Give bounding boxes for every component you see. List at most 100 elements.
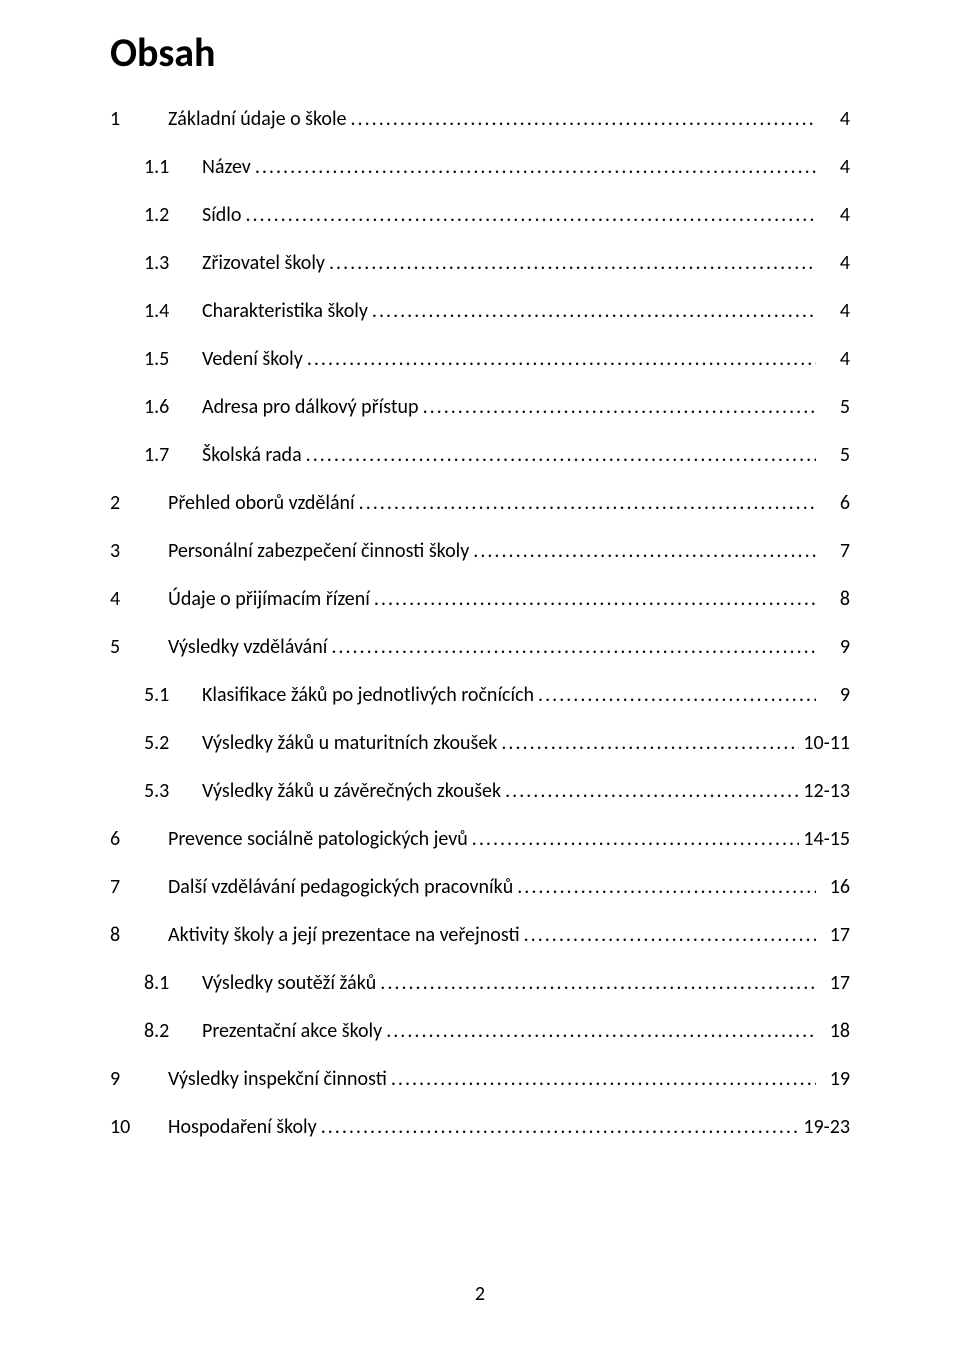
toc-leader-dots [501, 731, 799, 755]
toc-entry-page: 9 [820, 635, 850, 659]
toc-entry-label: Údaje o přijímacím řízení [168, 587, 370, 611]
toc-entry-page: 19-23 [803, 1115, 850, 1139]
toc-leader-dots [505, 779, 799, 803]
toc-entry-label: Personální zabezpečení činnosti školy [168, 539, 469, 563]
toc-leader-dots [306, 443, 816, 467]
toc-leader-dots [524, 923, 816, 947]
toc-leader-dots [331, 635, 816, 659]
toc-entry: 10Hospodaření školy 19-23 [110, 1115, 850, 1139]
toc-entry-page: 4 [820, 107, 850, 131]
toc-entry-label: Zřizovatel školy [202, 251, 325, 275]
toc-entry-number: 5 [110, 635, 168, 659]
toc-entry-label: Vedení školy [202, 347, 303, 371]
toc-entry: 1Základní údaje o škole 4 [110, 107, 850, 131]
toc-entry-page: 4 [820, 155, 850, 179]
toc-entry-label: Charakteristika školy [202, 299, 368, 323]
toc-entry-page: 19 [820, 1067, 850, 1091]
toc-entry-page: 17 [820, 971, 850, 995]
toc-entry: 8.1Výsledky soutěží žáků 17 [110, 971, 850, 995]
page-number: 2 [0, 1282, 960, 1306]
document-page: Obsah 1Základní údaje o škole41.1Název41… [0, 0, 960, 1352]
toc-entry: 3Personální zabezpečení činnosti školy 7 [110, 539, 850, 563]
toc-entry-page: 16 [820, 875, 850, 899]
toc-entry-page: 18 [820, 1019, 850, 1043]
toc-entry-number: 1.4 [144, 299, 202, 323]
toc-leader-dots [391, 1067, 816, 1091]
toc-entry-number: 4 [110, 587, 168, 611]
toc-leader-dots [351, 107, 817, 131]
toc-entry: 8.2Prezentační akce školy 18 [110, 1019, 850, 1043]
toc-entry: 1.6Adresa pro dálkový přístup5 [110, 395, 850, 419]
toc-leader-dots [374, 587, 816, 611]
toc-entry-number: 6 [110, 827, 168, 851]
toc-entry-page: 7 [820, 539, 850, 563]
toc-entry: 1.5Vedení školy4 [110, 347, 850, 371]
toc-leader-dots [321, 1115, 800, 1139]
toc-entry: 1.3Zřizovatel školy 4 [110, 251, 850, 275]
toc-entry: 2Přehled oborů vzdělání6 [110, 491, 850, 515]
toc-entry-label: Prezentační akce školy [202, 1019, 382, 1043]
toc-leader-dots [307, 347, 816, 371]
toc-entry-label: Název [202, 155, 251, 179]
toc-entry-number: 1.6 [144, 395, 202, 419]
toc-entry-number: 10 [110, 1115, 168, 1139]
toc-entry: 1.1Název4 [110, 155, 850, 179]
toc-entry-label: Výsledky inspekční činnosti [168, 1067, 387, 1091]
toc-entry-number: 5.2 [144, 731, 202, 755]
toc-entry-number: 7 [110, 875, 168, 899]
toc-leader-dots [255, 155, 816, 179]
toc-list: 1Základní údaje o škole41.1Název41.2Sídl… [110, 107, 850, 1139]
toc-entry-label: Prevence sociálně patologických jevů [168, 827, 468, 851]
toc-leader-dots [359, 491, 816, 515]
toc-entry-page: 8 [820, 587, 850, 611]
toc-entry-page: 4 [820, 203, 850, 227]
toc-entry-label: Výsledky vzdělávání [168, 635, 327, 659]
toc-entry-number: 8 [110, 923, 168, 947]
toc-leader-dots [517, 875, 816, 899]
toc-entry-page: 4 [820, 299, 850, 323]
toc-leader-dots [329, 251, 816, 275]
toc-entry-page: 4 [820, 251, 850, 275]
toc-entry-page: 12-13 [803, 779, 850, 803]
toc-entry-label: Základní údaje o škole [168, 107, 347, 131]
toc-leader-dots [538, 683, 816, 707]
toc-entry-number: 8.1 [144, 971, 202, 995]
toc-entry-page: 17 [820, 923, 850, 947]
toc-entry-label: Adresa pro dálkový přístup [202, 395, 419, 419]
toc-entry-number: 1.7 [144, 443, 202, 467]
toc-entry-number: 8.2 [144, 1019, 202, 1043]
toc-entry-label: Další vzdělávání pedagogických pracovník… [168, 875, 513, 899]
toc-entry-label: Výsledky soutěží žáků [202, 971, 376, 995]
toc-leader-dots [380, 971, 816, 995]
toc-entry: 6Prevence sociálně patologických jevů 14-… [110, 827, 850, 851]
toc-entry: 5.2Výsledky žáků u maturitních zkoušek10… [110, 731, 850, 755]
toc-entry-number: 5.3 [144, 779, 202, 803]
toc-entry-label: Přehled oborů vzdělání [168, 491, 355, 515]
toc-entry-number: 1.2 [144, 203, 202, 227]
toc-entry-number: 1.3 [144, 251, 202, 275]
toc-title: Obsah [110, 28, 850, 77]
toc-leader-dots [473, 539, 816, 563]
toc-leader-dots [372, 299, 816, 323]
toc-entry-label: Výsledky žáků u závěrečných zkoušek [202, 779, 501, 803]
toc-entry-number: 1 [110, 107, 168, 131]
toc-entry-label: Hospodaření školy [168, 1115, 317, 1139]
toc-entry: 8Aktivity školy a její prezentace na veř… [110, 923, 850, 947]
toc-entry-number: 9 [110, 1067, 168, 1091]
toc-entry: 5.3Výsledky žáků u závěrečných zkoušek 12… [110, 779, 850, 803]
toc-leader-dots [386, 1019, 816, 1043]
toc-entry-label: Výsledky žáků u maturitních zkoušek [202, 731, 497, 755]
toc-entry-page: 4 [820, 347, 850, 371]
toc-entry-number: 3 [110, 539, 168, 563]
toc-entry: 5Výsledky vzdělávání 9 [110, 635, 850, 659]
toc-entry-page: 14-15 [803, 827, 850, 851]
toc-entry: 5.1Klasifikace žáků po jednotlivých ročn… [110, 683, 850, 707]
toc-leader-dots [423, 395, 816, 419]
toc-entry: 1.2Sídlo4 [110, 203, 850, 227]
toc-entry: 1.4Charakteristika školy 4 [110, 299, 850, 323]
toc-leader-dots [245, 203, 816, 227]
toc-entry-number: 2 [110, 491, 168, 515]
toc-leader-dots [472, 827, 800, 851]
toc-entry-number: 5.1 [144, 683, 202, 707]
toc-entry: 7Další vzdělávání pedagogických pracovní… [110, 875, 850, 899]
